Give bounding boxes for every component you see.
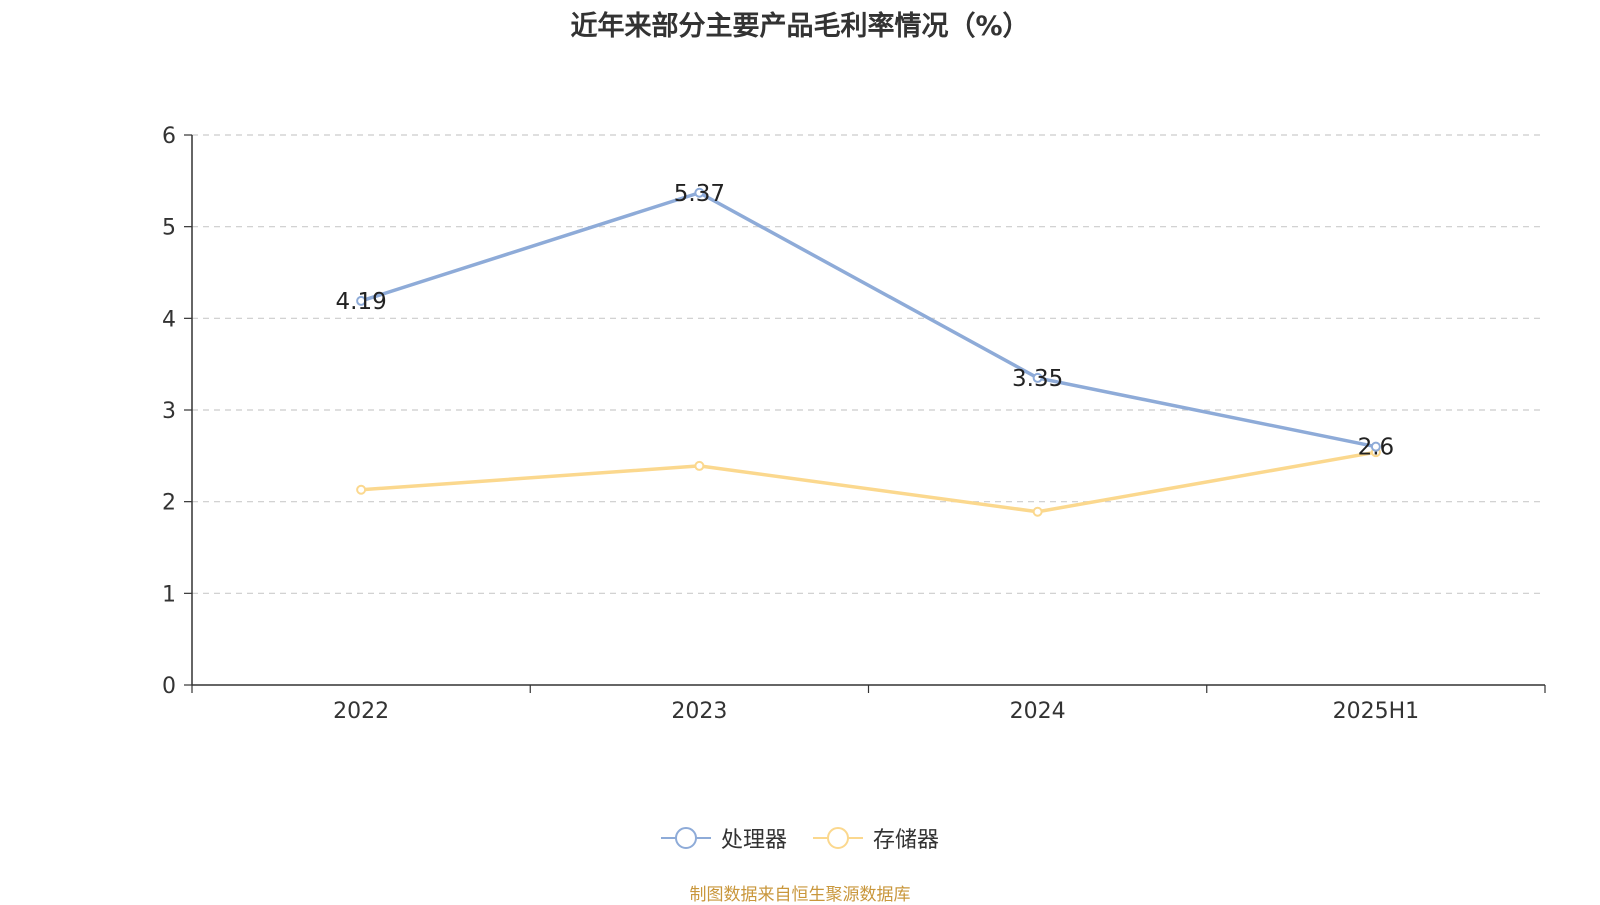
data-point bbox=[1032, 506, 1043, 517]
legend-marker-memory-icon bbox=[813, 825, 863, 851]
chart-title: 近年来部分主要产品毛利率情况（%） bbox=[570, 11, 1030, 42]
data-label: 2.6 bbox=[1358, 435, 1395, 461]
data-point bbox=[694, 460, 705, 471]
y-tick-label: 5 bbox=[162, 216, 176, 241]
legend-marker-processor-icon bbox=[660, 825, 711, 851]
y-tick-label: 0 bbox=[162, 674, 176, 699]
legend-item-memory[interactable]: 存储器 bbox=[813, 822, 939, 854]
data-point bbox=[694, 187, 705, 198]
y-tick-label: 2 bbox=[162, 491, 176, 516]
x-tick-label: 2023 bbox=[671, 699, 727, 724]
series-line-processor bbox=[360, 191, 1377, 449]
data-point bbox=[356, 295, 367, 306]
data-label: 5.37 bbox=[674, 181, 725, 207]
legend-item-processor[interactable]: 处理器 bbox=[660, 822, 787, 854]
legend-label-memory: 存储器 bbox=[873, 828, 940, 853]
x-tick-label: 2022 bbox=[333, 699, 389, 724]
data-point bbox=[1032, 372, 1043, 383]
legend-label-processor: 处理器 bbox=[720, 828, 787, 853]
x-tick-label: 2025H1 bbox=[1333, 699, 1420, 724]
y-tick-label: 1 bbox=[162, 582, 176, 607]
y-tick-label: 3 bbox=[162, 399, 176, 424]
series-line-memory bbox=[361, 450, 1377, 514]
source-note: 制图数据来自恒生聚源数据库 bbox=[689, 885, 911, 905]
data-label: 4.19 bbox=[336, 289, 387, 315]
y-tick-label: 4 bbox=[162, 307, 176, 332]
y-tick-label: 6 bbox=[162, 124, 176, 149]
line-chart: 0 1 2 3 4 5 6 2022 2023 2024 2025H1 4.19 5.37 3.35 2.6 bbox=[162, 124, 1546, 724]
legend: 处理器 存储器 bbox=[0, 822, 1600, 854]
data-point bbox=[356, 484, 367, 495]
data-label: 3.35 bbox=[1012, 366, 1063, 392]
x-tick-label: 2024 bbox=[1010, 699, 1066, 724]
data-point bbox=[1370, 441, 1381, 452]
